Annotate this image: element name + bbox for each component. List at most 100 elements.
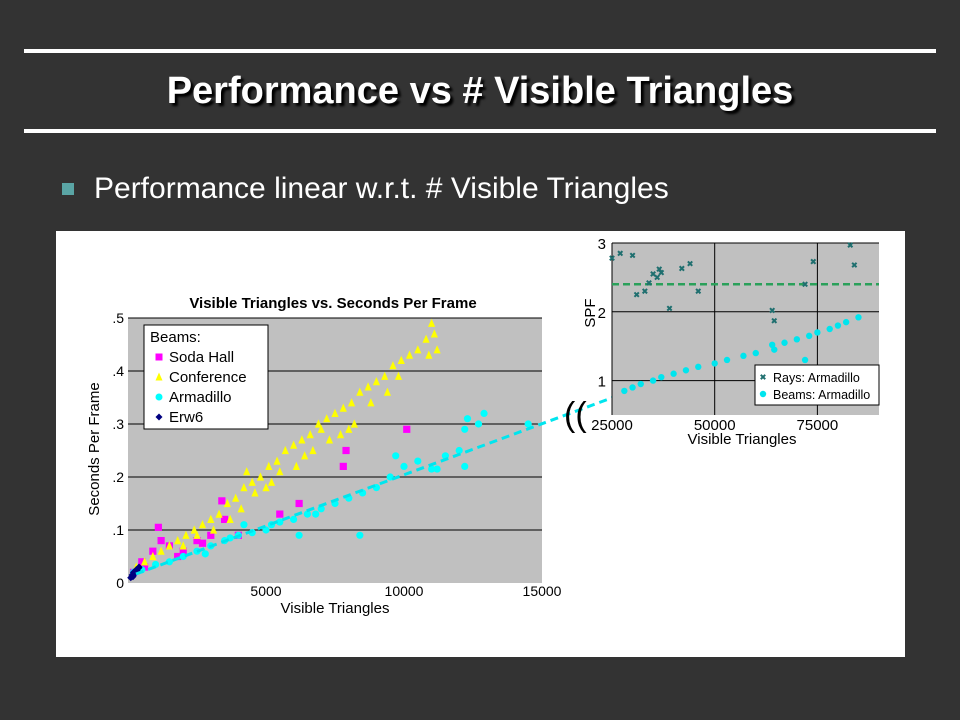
data-point xyxy=(711,360,718,367)
inset-chart: 1 2 3 25000 50000 75000 Visible Triangles SPF… xyxy=(582,236,880,448)
data-point xyxy=(174,552,182,561)
legend-entry-label: Soda Hall xyxy=(169,349,234,366)
data-point xyxy=(182,530,190,539)
data-point xyxy=(298,435,306,444)
inset-y-axis-label: SPF xyxy=(582,298,599,327)
data-point xyxy=(805,332,813,340)
inset-y-tick-label: 2 xyxy=(598,305,606,322)
data-point xyxy=(687,260,693,267)
data-point xyxy=(383,387,392,396)
inset-x-axis-label: Visible Triangles xyxy=(688,431,797,448)
data-point xyxy=(198,520,207,529)
data-point xyxy=(339,462,347,470)
inset-data-points xyxy=(609,242,862,395)
inset-x-tick-label: 25000 xyxy=(591,417,633,434)
data-point xyxy=(149,547,157,555)
data-point xyxy=(276,467,284,476)
data-point xyxy=(157,537,165,545)
main-y-axis-label: Seconds Per Frame xyxy=(86,382,103,515)
main-x-tick-label: 5000 xyxy=(250,583,281,599)
data-point xyxy=(637,380,644,388)
data-point xyxy=(394,371,403,380)
data-point xyxy=(193,530,201,539)
data-point xyxy=(292,461,300,470)
data-point xyxy=(198,539,207,547)
data-point xyxy=(303,510,311,518)
data-point xyxy=(165,541,173,550)
data-point xyxy=(331,408,339,417)
inset-legend-box xyxy=(754,364,880,406)
main-x-tick-label: 15000 xyxy=(523,583,562,599)
data-point xyxy=(267,477,276,486)
data-point xyxy=(656,266,663,273)
data-point xyxy=(621,387,628,395)
legend-entry-label: Rays: Armadillo xyxy=(773,371,860,385)
main-legend: Beams: Soda Hall Conference Armadillo Erw6 xyxy=(143,324,269,430)
data-point xyxy=(295,531,303,539)
bullet-square-icon xyxy=(62,183,74,195)
main-chart-title: Visible Triangles vs. Seconds Per Frame xyxy=(189,295,476,312)
legend-entry-label: Armadillo xyxy=(169,389,232,406)
connector: (( xyxy=(135,297,880,576)
main-y-tick-label: .3 xyxy=(112,416,124,432)
legend-entry-label: Beams: Armadillo xyxy=(773,388,870,402)
data-point xyxy=(781,339,788,346)
data-point xyxy=(678,265,685,272)
data-point xyxy=(414,345,422,354)
data-point xyxy=(617,250,624,257)
data-point xyxy=(339,403,347,412)
data-point xyxy=(428,318,436,327)
data-point xyxy=(480,409,488,417)
inset-legend: Rays: Armadillo Beams: Armadillo xyxy=(754,364,880,406)
data-point xyxy=(309,445,317,455)
data-point xyxy=(851,262,858,268)
data-point xyxy=(810,258,817,265)
data-point xyxy=(430,329,438,338)
data-point xyxy=(364,382,372,391)
data-point xyxy=(633,291,640,298)
main-y-tick-label: .5 xyxy=(112,310,124,326)
data-point xyxy=(414,457,422,465)
data-point xyxy=(752,349,759,357)
data-point xyxy=(400,462,408,470)
legend-entry-label: Erw6 xyxy=(169,409,203,426)
data-point xyxy=(397,355,405,364)
legend-marker xyxy=(155,372,163,381)
data-point xyxy=(658,373,665,381)
data-point xyxy=(240,483,248,492)
main-legend-box xyxy=(143,324,269,430)
inset-x-tick-label: 75000 xyxy=(797,417,839,434)
data-point xyxy=(140,557,149,566)
data-point xyxy=(740,352,747,360)
data-point xyxy=(461,462,469,470)
data-point xyxy=(174,536,182,545)
legend-marker xyxy=(155,393,163,401)
inset-x-tick-label: 50000 xyxy=(694,417,736,434)
data-point xyxy=(367,398,375,407)
data-point xyxy=(207,531,215,539)
axis-break-icon: (( xyxy=(564,396,587,434)
data-point xyxy=(262,483,270,492)
data-point xyxy=(392,452,400,460)
data-point xyxy=(855,314,862,321)
main-x-tick-label: 10000 xyxy=(385,583,424,599)
legend-entry-label: Conference xyxy=(169,369,247,386)
legend-marker xyxy=(760,374,766,380)
data-point xyxy=(281,445,289,455)
data-point xyxy=(403,425,411,433)
data-point xyxy=(695,288,702,295)
data-point xyxy=(356,531,364,539)
data-point xyxy=(842,318,850,326)
data-point xyxy=(649,377,657,384)
data-point xyxy=(771,346,778,353)
main-legend-title: Beams: xyxy=(150,329,201,346)
main-tick-labels: 0 .1 .2 .3 .4 .5 5000 10000 15000 xyxy=(112,310,561,599)
legend-marker xyxy=(155,353,163,361)
data-point xyxy=(771,317,778,324)
data-point xyxy=(769,341,776,349)
data-point xyxy=(132,568,140,576)
data-point xyxy=(629,252,636,259)
main-y-tick-label: 0 xyxy=(116,575,124,591)
inset-y-tick-label: 3 xyxy=(598,236,606,253)
data-point xyxy=(223,498,231,508)
